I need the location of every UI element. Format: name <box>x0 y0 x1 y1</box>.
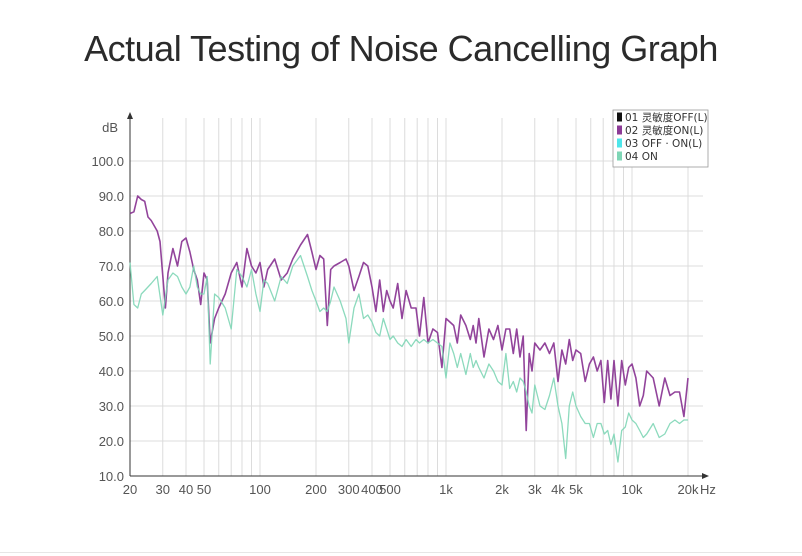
y-tick-label: 50.0 <box>99 329 124 344</box>
bottom-divider <box>0 552 802 553</box>
x-tick-label: 40 <box>179 482 193 497</box>
y-tick-label: 80.0 <box>99 224 124 239</box>
x-tick-label: 20 <box>123 482 137 497</box>
legend-box <box>612 109 709 168</box>
legend-entry: 03 OFF · ON(L) <box>625 138 702 150</box>
y-tick-label: 40.0 <box>99 364 124 379</box>
x-tick-label: 4k <box>551 482 565 497</box>
y-tick-label: 10.0 <box>99 469 124 484</box>
x-tick-label: 50 <box>197 482 211 497</box>
legend-entry: 04 ON <box>625 151 658 163</box>
x-tick-label: 500 <box>379 482 401 497</box>
legend-swatch <box>617 112 622 122</box>
x-tick-label: 1k <box>439 482 453 497</box>
x-tick-label: 100 <box>249 482 271 497</box>
x-tick-label: 5k <box>569 482 583 497</box>
x-axis-label: Hz <box>700 482 716 497</box>
x-tick-label: 400 <box>361 482 383 497</box>
x-tick-label: 200 <box>305 482 327 497</box>
y-tick-label: 20.0 <box>99 434 124 449</box>
legend-entry: 01 灵敏度OFF(L) <box>625 111 708 124</box>
x-tick-label: 2k <box>495 482 509 497</box>
series-line-2 <box>129 195 689 432</box>
legend-swatch <box>617 125 622 135</box>
y-tick-label: 30.0 <box>99 399 124 414</box>
y-axis-arrow-icon <box>127 112 133 119</box>
y-tick-label: 60.0 <box>99 294 124 309</box>
legend-swatch <box>617 138 622 148</box>
y-axis-label: dB <box>102 120 118 135</box>
legend-entry: 02 灵敏度ON(L) <box>625 124 703 137</box>
y-tick-label: 100.0 <box>91 154 124 169</box>
grid <box>130 118 703 476</box>
y-tick-label: 90.0 <box>99 189 124 204</box>
legend: 01 灵敏度OFF(L)02 灵敏度ON(L)03 OFF · ON(L)04 … <box>612 109 709 168</box>
y-tick-label: 70.0 <box>99 259 124 274</box>
x-tick-label: 10k <box>622 482 643 497</box>
page-title: Actual Testing of Noise Cancelling Graph <box>84 28 718 69</box>
x-tick-label: 300 <box>338 482 360 497</box>
series-line-4 <box>129 254 688 463</box>
x-tick-label: 20k <box>678 482 699 497</box>
axes: dB Hz <box>102 112 716 497</box>
x-tick-label: 3k <box>528 482 542 497</box>
series-lines <box>129 195 689 463</box>
x-tick-label: 30 <box>156 482 170 497</box>
x-axis-arrow-icon <box>702 473 709 479</box>
legend-swatch <box>617 151 622 161</box>
